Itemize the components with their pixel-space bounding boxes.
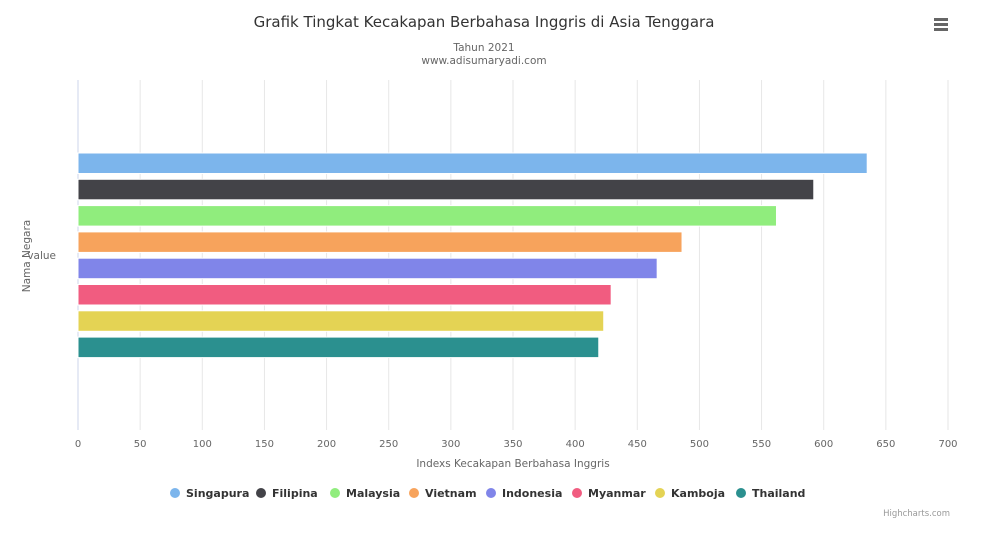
legend-item-kamboja[interactable]: Kamboja — [655, 487, 725, 500]
legend-marker — [330, 488, 340, 498]
bar-thailand[interactable] — [77, 336, 600, 359]
x-axis-title: Indexs Kecakapan Berbahasa Inggris — [416, 458, 609, 470]
bar-myanmar[interactable] — [77, 284, 612, 306]
legend-marker — [170, 488, 180, 498]
legend-marker — [486, 488, 496, 498]
bar-indonesia[interactable] — [77, 257, 658, 280]
bar-singapura[interactable] — [77, 152, 868, 174]
legend-item-vietnam[interactable]: Vietnam — [409, 487, 477, 500]
x-tick-label: 300 — [441, 439, 460, 450]
chart-subtitle-year: Tahun 2021 — [452, 42, 514, 54]
x-tick-label: 50 — [134, 439, 147, 450]
legend: Singapura Filipina Malaysia Vietnam Indonesi… — [170, 487, 805, 500]
x-tick-label: 500 — [690, 439, 709, 450]
x-tick-label: 100 — [193, 439, 212, 450]
x-tick-label: 450 — [628, 439, 647, 450]
bar-malaysia[interactable] — [77, 205, 777, 227]
x-tick-label: 0 — [75, 439, 81, 450]
hamburger-menu-icon[interactable] — [926, 14, 956, 36]
legend-label: Malaysia — [346, 487, 400, 500]
legend-marker — [655, 488, 665, 498]
legend-label: Indonesia — [502, 487, 562, 500]
chart-subtitle-site: www.adisumaryadi.com — [421, 55, 546, 67]
x-tick-label: 250 — [379, 439, 398, 450]
category-label: value — [27, 250, 56, 262]
legend-item-filipina[interactable]: Filipina — [256, 487, 318, 500]
bar-vietnam[interactable] — [77, 231, 683, 253]
credits[interactable]: Highcharts.com — [883, 509, 950, 519]
x-tick-label: 600 — [814, 439, 833, 450]
x-tick-label: 200 — [317, 439, 336, 450]
y-axis-title: Nama Negara — [21, 220, 33, 292]
legend-item-thailand[interactable]: Thailand — [736, 487, 805, 500]
chart-title: Grafik Tingkat Kecakapan Berbahasa Inggr… — [254, 13, 715, 31]
legend-item-malaysia[interactable]: Malaysia — [330, 487, 400, 500]
legend-label: Singapura — [186, 487, 249, 500]
legend-item-myanmar[interactable]: Myanmar — [572, 487, 646, 500]
x-tick-label: 350 — [503, 439, 522, 450]
legend-marker — [256, 488, 266, 498]
x-tick-label: 650 — [876, 439, 895, 450]
legend-label: Myanmar — [588, 487, 646, 500]
legend-item-singapura[interactable]: Singapura — [170, 487, 249, 500]
bar-filipina[interactable] — [77, 178, 815, 201]
x-tick-label: 400 — [566, 439, 585, 450]
bar-kamboja[interactable] — [77, 310, 605, 332]
x-tick-label: 700 — [938, 439, 957, 450]
x-tick-label: 150 — [255, 439, 274, 450]
legend-marker — [409, 488, 419, 498]
legend-marker — [736, 488, 746, 498]
legend-label: Thailand — [752, 487, 805, 500]
legend-marker — [572, 488, 582, 498]
legend-label: Kamboja — [671, 487, 725, 500]
legend-item-indonesia[interactable]: Indonesia — [486, 487, 562, 500]
legend-label: Filipina — [272, 487, 318, 500]
x-tick-label: 550 — [752, 439, 771, 450]
legend-label: Vietnam — [425, 487, 477, 500]
